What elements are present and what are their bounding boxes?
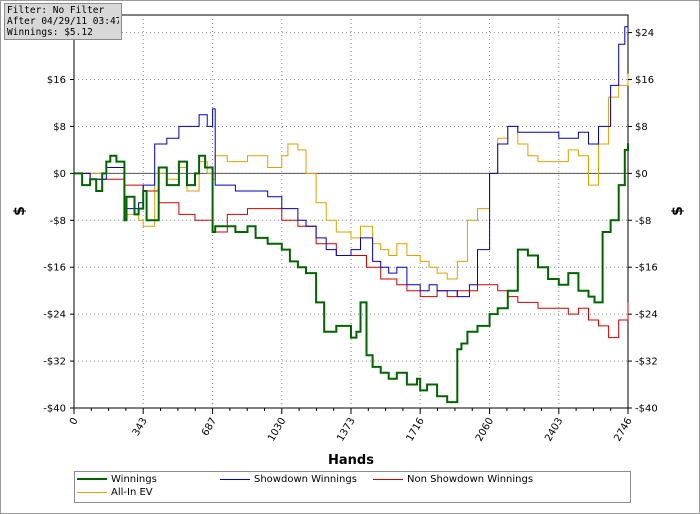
legend-label: All-In EV xyxy=(111,487,153,498)
x-tick-label: 0 xyxy=(68,416,81,427)
y-tick-label-left: $16 xyxy=(47,75,66,86)
y-tick-label-right: -$40 xyxy=(635,404,658,415)
filter-text: Filter: No Filter xyxy=(7,5,105,16)
legend-swatch xyxy=(77,491,107,493)
y-tick-label-right: $16 xyxy=(635,75,654,86)
x-tick-label: 687 xyxy=(200,416,219,438)
series-line-winnings xyxy=(74,143,629,404)
x-tick-label: 1030 xyxy=(266,416,288,444)
legend-label: Winnings xyxy=(111,474,157,485)
legend-label: Showdown Winnings xyxy=(254,474,357,485)
y-tick-label-left: $0 xyxy=(53,169,66,180)
x-tick-label: 2060 xyxy=(474,416,496,444)
legend-label: Non Showdown Winnings xyxy=(407,474,534,485)
y-axis-right: -$40 -$32 -$24 -$16 -$8 $0 $8 $16 $24 xyxy=(628,28,658,415)
x-tick-label: 1373 xyxy=(335,416,357,444)
y-axis-label-left: $ xyxy=(12,206,28,216)
filter-info-box: Filter: No Filter After 04/29/11 03:47:0… xyxy=(4,3,122,40)
y-tick-label-right: -$8 xyxy=(635,216,651,227)
y-tick-label-left: -$24 xyxy=(43,310,66,321)
y-tick-label-left: -$32 xyxy=(43,357,66,368)
legend-item-showdown-winnings: Showdown Winnings xyxy=(220,474,357,485)
y-tick-label-right: -$24 xyxy=(635,310,658,321)
winnings-total-text: Winnings: $5.12 xyxy=(7,27,93,38)
y-tick-label-right: $24 xyxy=(635,28,654,39)
series-lines xyxy=(74,26,629,404)
y-axis-label-right: $ xyxy=(670,206,686,216)
x-tick-label: 1716 xyxy=(405,416,427,444)
y-tick-label-left: -$40 xyxy=(43,404,66,415)
x-tick-label: 2403 xyxy=(543,416,565,444)
legend-item-non-showdown-winnings: Non Showdown Winnings xyxy=(373,474,533,485)
legend-swatch xyxy=(220,478,250,480)
legend-item-winnings: Winnings xyxy=(77,474,157,485)
legend-swatch xyxy=(373,478,403,480)
y-tick-label-left: -$16 xyxy=(43,263,66,274)
y-tick-label-right: $0 xyxy=(635,169,648,180)
x-tick-label: 343 xyxy=(131,416,150,438)
legend-swatch xyxy=(77,478,107,480)
y-tick-label-left: -$8 xyxy=(50,216,66,227)
date-filter-text: After 04/29/11 03:47:07 xyxy=(7,16,119,27)
series-line-showdown-winnings xyxy=(74,26,629,298)
y-tick-label-right: $8 xyxy=(635,122,648,133)
y-tick-label-left: $8 xyxy=(53,122,66,133)
x-axis-label: Hands xyxy=(328,453,374,468)
legend-item-all-in-ev: All-In EV xyxy=(77,487,153,498)
y-axis-left: -$40 -$32 -$24 -$16 -$8 $0 $8 $16 xyxy=(43,75,74,415)
y-tick-label-right: -$16 xyxy=(635,263,658,274)
x-tick-label: 2746 xyxy=(612,416,634,444)
y-tick-label-right: -$32 xyxy=(635,357,658,368)
x-axis: 0 343 687 1030 1373 1716 2060 2403 2746 xyxy=(68,408,635,444)
legend: Winnings Showdown Winnings Non Showdown … xyxy=(74,471,631,503)
